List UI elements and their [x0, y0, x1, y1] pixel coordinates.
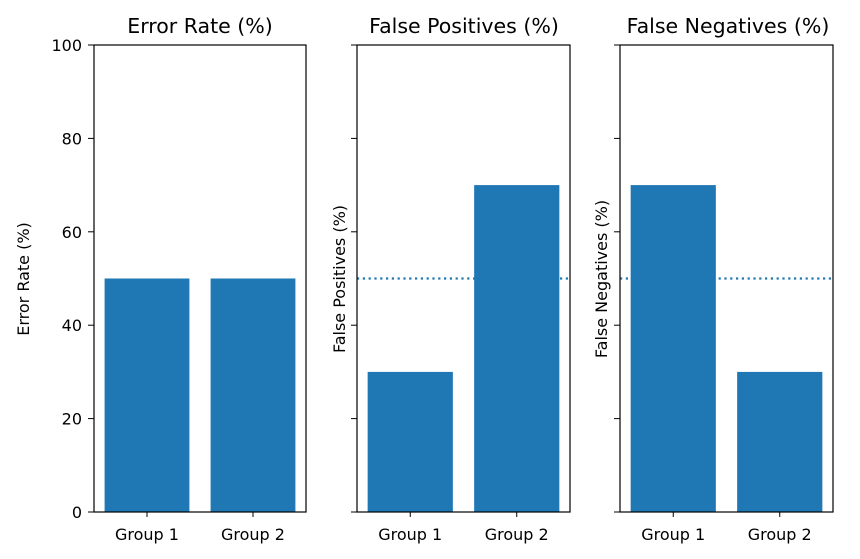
bar	[104, 278, 190, 512]
bar	[630, 185, 716, 512]
x-ticks: Group 1 Group 2	[115, 512, 285, 544]
error-rate-panel: Error Rate (%) Error Rate (%) 0 20 40 60 80 1…	[14, 14, 307, 544]
panel-title: False Negatives (%)	[627, 14, 830, 38]
bar	[367, 371, 453, 512]
x-ticks: Group 1 Group 2	[378, 512, 549, 544]
y-axis-label: Error Rate (%)	[14, 222, 33, 336]
y-ticks	[351, 44, 357, 513]
panel-title: Error Rate (%)	[127, 14, 272, 38]
y-ticks	[614, 44, 620, 513]
bar	[474, 185, 560, 512]
bar	[210, 278, 296, 512]
x-tick-label: Group 1	[378, 525, 442, 544]
panel-title: False Positives (%)	[369, 14, 559, 38]
x-tick-label: Group 2	[485, 525, 549, 544]
x-tick-label: Group 2	[221, 525, 285, 544]
y-tick-label: 80	[62, 129, 82, 148]
y-axis-label: False Positives (%)	[330, 205, 349, 353]
false-negatives-panel: False Negatives (%) False Negatives (%) …	[592, 14, 834, 544]
y-axis-label: False Negatives (%)	[592, 200, 611, 358]
y-tick-label: 0	[72, 503, 82, 522]
x-ticks: Group 1 Group 2	[641, 512, 812, 544]
bars	[367, 185, 560, 512]
bars	[104, 278, 296, 512]
axes-frame	[93, 44, 307, 513]
axes-frame	[619, 44, 834, 513]
bar	[737, 371, 823, 512]
y-tick-label: 40	[62, 316, 82, 335]
y-tick-label: 20	[62, 410, 82, 429]
x-tick-label: Group 1	[115, 525, 179, 544]
y-tick-label: 100	[51, 36, 82, 55]
y-tick-label: 60	[62, 223, 82, 242]
bars	[630, 185, 823, 512]
false-positives-panel: False Positives (%) False Positives (%) …	[330, 14, 571, 544]
axes-frame	[356, 44, 571, 513]
x-tick-label: Group 2	[748, 525, 812, 544]
y-ticks: 0 20 40 60 80 100	[51, 36, 94, 522]
x-tick-label: Group 1	[641, 525, 705, 544]
